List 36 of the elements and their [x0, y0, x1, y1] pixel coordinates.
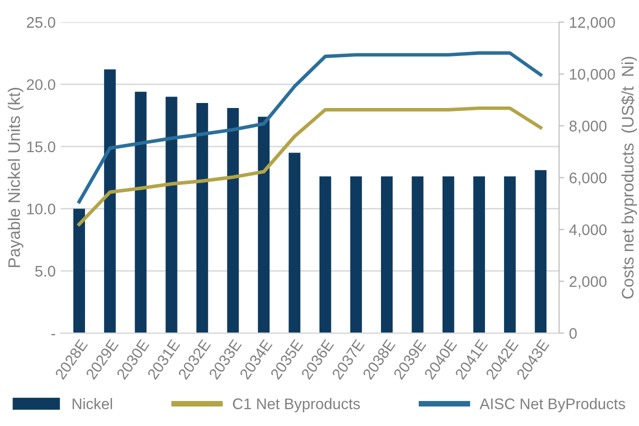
- y-tick-label: 20.0: [26, 79, 56, 90]
- y2-tick-label: 12,000: [570, 17, 615, 30]
- bar: [196, 103, 208, 334]
- legend-label: C1 Net Byproducts: [232, 398, 360, 412]
- legend-label: AISC Net ByProducts: [480, 398, 626, 412]
- bar: [442, 176, 454, 334]
- bar: [350, 176, 362, 334]
- line-series: [77, 51, 542, 204]
- y-tick-label: 10.0: [27, 204, 56, 214]
- y2-tick-label: 0: [569, 328, 577, 339]
- y-tick-label: 5.0: [35, 266, 56, 277]
- bar: [288, 152, 300, 334]
- y2-tick-label: 8,000: [570, 120, 606, 134]
- bar: [104, 69, 116, 334]
- bar: [73, 208, 86, 334]
- bar: [258, 116, 270, 334]
- y-tick-label: 25.0: [26, 17, 56, 28]
- y2-tick-label: 4,000: [569, 224, 606, 237]
- y2-axis-title: Costs net byproducts (US$/t Ni): [621, 56, 637, 299]
- y2-tick-label: 6,000: [570, 172, 606, 186]
- bar: [412, 176, 424, 334]
- y2-tick-label: 2,000: [570, 276, 606, 289]
- bar: [134, 92, 147, 334]
- y-axis-title: Payable Nickel Units (kt): [8, 88, 24, 268]
- bar: [166, 96, 178, 334]
- bar: [319, 176, 332, 334]
- y-tick-label: -: [51, 334, 56, 336]
- legend-label: Nickel: [72, 398, 112, 410]
- line-series: [77, 106, 542, 226]
- bar: [473, 176, 485, 334]
- bar: [227, 108, 239, 334]
- bar: [504, 176, 516, 334]
- y2-tick-label: 10,000: [570, 68, 615, 82]
- bar: [380, 176, 393, 334]
- bar: [534, 170, 547, 334]
- y-tick-label: 15.0: [27, 141, 56, 152]
